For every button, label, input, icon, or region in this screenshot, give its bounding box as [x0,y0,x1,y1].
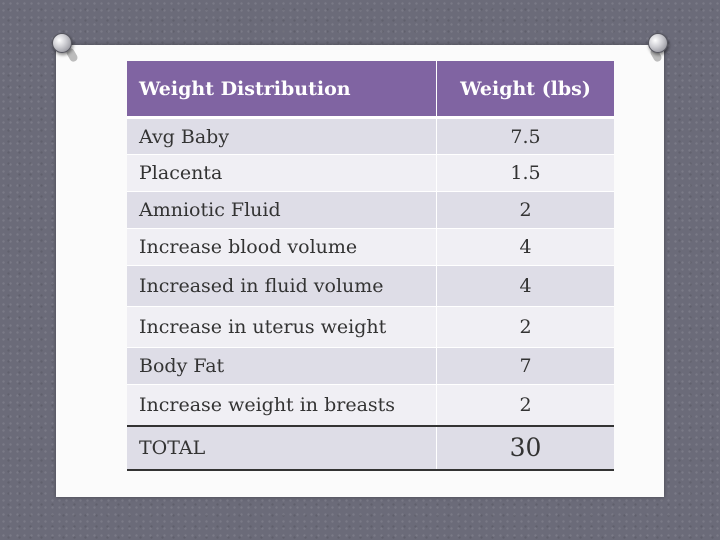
column-header-distribution: Weight Distribution [127,61,437,118]
table-row: Body Fat 7 [127,347,614,385]
column-header-weight: Weight (lbs) [436,61,614,118]
row-label: Placenta [127,154,437,192]
row-label: Increase blood volume [127,228,437,266]
row-label: Increase weight in breasts [127,384,437,426]
row-label: Body Fat [127,347,437,385]
total-row: TOTAL 30 [127,425,614,470]
table-row: Increased in fluid volume 4 [127,265,614,307]
total-label: TOTAL [127,425,437,470]
table-row: Avg Baby 7.5 [127,117,614,155]
row-value: 2 [436,191,614,229]
row-value: 4 [436,228,614,266]
table-header-row: Weight Distribution Weight (lbs) [127,61,614,118]
row-value: 1.5 [436,154,614,192]
pushpin-icon [648,33,668,53]
row-value: 7.5 [436,117,614,155]
table-row: Increase in uterus weight 2 [127,306,614,348]
row-label: Increase in uterus weight [127,306,437,348]
table-row: Placenta 1.5 [127,154,614,192]
table-row: Increase blood volume 4 [127,228,614,266]
row-value: 7 [436,347,614,385]
total-value: 30 [436,425,614,470]
row-value: 2 [436,306,614,348]
row-label: Amniotic Fluid [127,191,437,229]
weight-distribution-table: Weight Distribution Weight (lbs) Avg Bab… [127,61,614,471]
table-row: Increase weight in breasts 2 [127,384,614,426]
row-label: Increased in fluid volume [127,265,437,307]
row-value: 4 [436,265,614,307]
row-label: Avg Baby [127,117,437,155]
table-row: Amniotic Fluid 2 [127,191,614,229]
row-value: 2 [436,384,614,426]
pushpin-icon [52,33,72,53]
